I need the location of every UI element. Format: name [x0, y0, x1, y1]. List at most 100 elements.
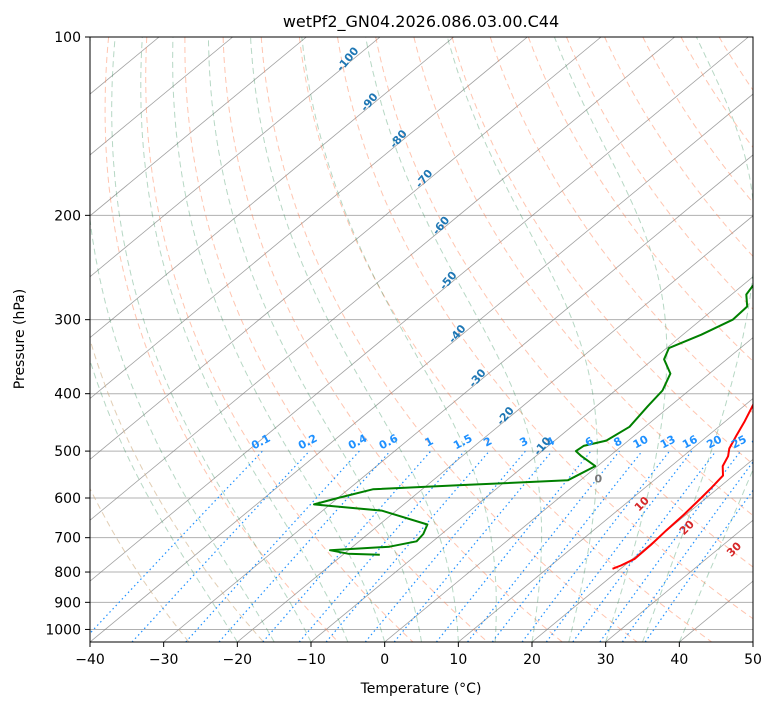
y-tick-label: 800 — [54, 565, 81, 581]
moist-adiabat-line — [90, 37, 275, 642]
mixing-ratio-label: 0.4 — [346, 432, 370, 453]
moist-adiabat-line — [365, 37, 543, 642]
isotherm-line — [90, 37, 233, 156]
dry-adiabat-line — [451, 37, 753, 465]
dry-adiabat-line — [604, 37, 753, 258]
dry-adiabat-label: -100 — [334, 44, 362, 74]
mixing-ratio-line — [262, 450, 432, 642]
isotherm-line — [237, 215, 753, 642]
isotherm-line — [605, 519, 753, 642]
isotherm-line — [90, 37, 675, 521]
x-axis-ticks: −40 −30 −20 −10 0 10 20 30 40 50 — [75, 642, 762, 668]
moist-adiabat-lines — [90, 37, 753, 642]
mixing-ratio-line — [325, 450, 490, 642]
x-tick-label: 0 — [380, 652, 389, 668]
dry-adiabat-line — [566, 37, 753, 310]
mixing-ratio-label: 0.1 — [249, 432, 272, 453]
y-axis-label: Pressure (hPa) — [12, 289, 28, 389]
x-tick-label: 10 — [449, 652, 467, 668]
isotherm-line — [0, 37, 12, 642]
mixing-ratio-line — [644, 489, 753, 642]
y-tick-label: 200 — [54, 208, 81, 224]
mixing-ratio-label: 30 — [750, 433, 770, 452]
y-axis-ticks: 100 200 300 400 500 600 700 800 900 1000 — [45, 30, 90, 638]
moist-adiabat-line — [250, 37, 459, 642]
mixing-ratio-label: 0.2 — [296, 432, 319, 453]
y-tick-label: 600 — [54, 491, 81, 507]
dry-adiabat-line — [184, 37, 488, 642]
mixing-ratio-label: 13 — [658, 433, 678, 452]
isotherm-line — [90, 37, 307, 217]
y-tick-label: 400 — [54, 387, 81, 403]
x-tick-label: 50 — [744, 652, 762, 668]
isotherm-label: 0 — [595, 472, 603, 485]
dry-adiabat-line — [642, 37, 753, 204]
mixing-ratio-line — [185, 450, 360, 642]
isotherm-line — [458, 397, 753, 642]
y-tick-label: 700 — [54, 531, 81, 547]
isotherm-line — [90, 37, 381, 278]
isotherm-line — [752, 641, 753, 642]
mixing-ratio-label: 10 — [631, 433, 651, 452]
dry-adiabat-lines — [90, 37, 775, 642]
moist-adiabat-line — [172, 37, 386, 642]
mixing-ratio-lines — [90, 450, 753, 642]
moist-adiabat-line — [642, 37, 753, 642]
dry-adiabat-line — [413, 37, 753, 517]
dewpoint-trace — [313, 283, 753, 556]
x-tick-label: 20 — [523, 652, 541, 668]
x-tick-label: −10 — [296, 652, 326, 668]
y-tick-label: 300 — [54, 313, 81, 329]
mixing-ratio-label: 16 — [680, 433, 700, 452]
mixing-ratio-line — [621, 460, 753, 642]
x-tick-label: −30 — [149, 652, 179, 668]
mixing-ratio-label: 3 — [517, 434, 530, 449]
moist-adiabat-label: 30 — [724, 539, 744, 559]
dry-adiabat-line — [90, 337, 264, 642]
dry-adiabat-line — [222, 37, 563, 642]
mixing-ratio-line — [435, 450, 592, 642]
sounding-traces — [313, 283, 753, 570]
mixing-ratio-label: 36 — [770, 433, 775, 452]
mixing-ratio-label: 25 — [729, 433, 749, 452]
dry-adiabat-line — [104, 37, 339, 642]
moist-adiabat-line — [208, 37, 422, 642]
x-tick-label: −20 — [223, 652, 253, 668]
temperature-trace — [612, 402, 753, 570]
isotherm-lines — [0, 37, 753, 642]
mixing-ratio-line — [545, 450, 693, 642]
dry-adiabat-label: -70 — [413, 167, 436, 191]
dry-adiabat-line — [375, 37, 753, 568]
moist-adiabat-line — [301, 37, 497, 642]
dry-adiabat-line — [298, 37, 712, 642]
x-tick-label: −40 — [75, 652, 105, 668]
isotherm-line — [90, 37, 528, 399]
mixing-ratio-line — [467, 450, 620, 642]
moist-adiabat-label: 10 — [632, 494, 652, 514]
mixing-ratio-line — [90, 450, 263, 635]
dry-adiabat-line — [757, 37, 775, 642]
dry-adiabat-line — [90, 487, 190, 642]
x-tick-label: 40 — [670, 652, 688, 668]
moist-adiabat-line — [553, 37, 668, 642]
isotherm-line — [90, 93, 753, 642]
moist-adiabat-line — [140, 37, 349, 642]
dry-adiabat-line — [337, 37, 753, 620]
isotherm-line — [384, 337, 753, 642]
mixing-ratio-label: 20 — [704, 433, 724, 452]
dry-adiabat-line — [145, 37, 414, 642]
plot-area: 00.1 0.2 0.4 0.6 1 1.5 2 3 4 6 8 10 13 16 20 25 30 361020… — [0, 37, 775, 642]
isotherm-line — [163, 154, 753, 642]
mixing-ratio-label: 1 — [423, 434, 436, 449]
chart-title: wetPf2_GN04.2026.086.03.00.C44 — [283, 12, 559, 32]
dry-adiabat-label: -50 — [437, 269, 460, 293]
y-tick-label: 1000 — [45, 622, 81, 638]
dry-adiabat-label: -30 — [466, 366, 489, 390]
mixing-ratio-line — [218, 450, 391, 642]
dry-adiabat-label: -20 — [494, 404, 517, 428]
x-axis-label: Temperature (°C) — [360, 681, 482, 697]
mixing-ratio-line — [298, 450, 465, 642]
mixing-ratio-line — [131, 450, 310, 642]
mixing-ratio-label: 6 — [583, 434, 596, 449]
